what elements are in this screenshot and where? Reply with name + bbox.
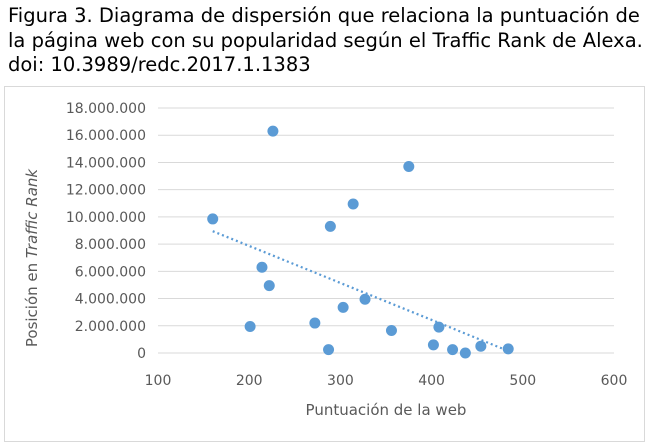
data-point — [207, 213, 219, 225]
y-tick-label: 8.000.000 — [75, 237, 146, 253]
y-axis-label-italic: Traffic Rank — [23, 168, 41, 258]
data-point — [323, 344, 335, 356]
x-tick-label: 100 — [145, 373, 172, 389]
y-tick-label: 10.000.000 — [66, 210, 146, 226]
trendline-layer — [212, 230, 509, 353]
x-tick-label: 400 — [418, 373, 445, 389]
y-axis-label: Posición en Traffic Rank — [23, 168, 41, 348]
y-tick-label: 2.000.000 — [75, 319, 146, 335]
data-point — [337, 301, 349, 313]
data-point — [256, 261, 268, 273]
data-point — [385, 325, 397, 337]
data-point — [263, 280, 275, 292]
y-tick-label: 0 — [137, 346, 146, 362]
figure-caption: Figura 3. Diagrama de dispersión que rel… — [8, 4, 643, 76]
data-point — [359, 293, 371, 305]
y-tick-label: 16.000.000 — [66, 128, 146, 144]
x-tick-label: 200 — [236, 373, 263, 389]
x-axis-ticks: 100 200 300 400 500 600 — [145, 373, 628, 389]
data-point — [309, 317, 321, 329]
trendline — [212, 230, 509, 353]
data-point — [475, 340, 487, 352]
y-axis-ticks: 0 2.000.000 4.000.000 6.000.000 8.000.000 10.… — [66, 101, 146, 362]
data-point — [459, 347, 471, 359]
x-axis-label: Puntuación de la web — [306, 401, 467, 419]
data-point — [403, 161, 415, 173]
y-axis-label-prefix: Posición en — [23, 258, 41, 347]
data-point — [267, 125, 279, 137]
x-tick-label: 500 — [509, 373, 536, 389]
data-point — [324, 220, 336, 232]
y-tick-label: 14.000.000 — [66, 155, 146, 171]
data-point — [502, 343, 514, 355]
x-tick-label: 600 — [601, 373, 628, 389]
y-tick-label: 6.000.000 — [75, 264, 146, 280]
data-point — [244, 320, 256, 332]
data-point — [347, 198, 359, 210]
y-tick-label: 18.000.000 — [66, 101, 146, 117]
chart-area — [4, 86, 645, 442]
data-point — [427, 339, 439, 351]
y-tick-label: 4.000.000 — [75, 292, 146, 308]
data-point — [447, 344, 459, 356]
y-tick-label: 12.000.000 — [66, 183, 146, 199]
data-points — [207, 125, 514, 359]
x-tick-label: 300 — [327, 373, 354, 389]
gridlines — [158, 107, 614, 354]
data-point — [433, 321, 445, 333]
